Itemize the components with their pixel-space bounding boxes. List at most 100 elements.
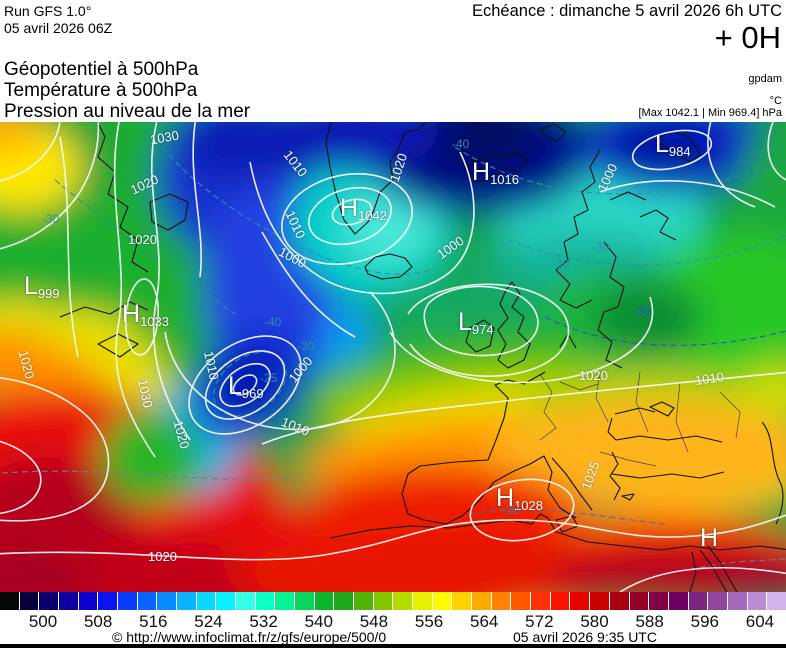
isobar-label: 1010 xyxy=(279,414,312,439)
scale-tick-label: 572 xyxy=(525,612,554,631)
color-scale-segment xyxy=(393,592,414,610)
color-scale-segment xyxy=(688,592,709,610)
isobar-label: 1010 xyxy=(280,147,311,180)
param-mslp: Pression au niveau de la mer xyxy=(4,101,251,122)
color-scale-segment xyxy=(413,592,433,610)
color-scale-segment xyxy=(196,592,217,610)
scale-tick-label: 604 xyxy=(745,612,775,631)
color-scale-segment xyxy=(19,592,40,610)
valid-time-label: Echéance : dimanche 5 avril 2026 6h UTC xyxy=(471,2,782,20)
model-run-label: Run GFS 1.0° xyxy=(4,3,92,19)
pressure-center-low: L984 xyxy=(655,130,691,159)
color-scale-segment xyxy=(452,592,473,610)
isobar-label: 1020 xyxy=(386,151,411,184)
isobar-label: 1020 xyxy=(170,418,193,451)
scale-tick-label: 540 xyxy=(304,612,333,631)
pressure-center-letter: H xyxy=(122,300,141,328)
unit-geopotential: gpdam xyxy=(748,73,782,85)
scale-tick-label: 580 xyxy=(580,612,609,631)
color-scale-segment xyxy=(629,592,650,610)
color-scale-segment xyxy=(570,592,591,610)
color-scale-segment xyxy=(157,592,178,610)
pressure-center-letter: L xyxy=(655,130,669,158)
model-run-date: 05 avril 2026 06Z xyxy=(4,20,113,36)
isobar-label: 1030 xyxy=(148,127,181,148)
color-scale-segment xyxy=(531,592,551,610)
pressure-center-value: 1033 xyxy=(140,314,169,329)
isobar-label: 1000 xyxy=(434,233,467,262)
pressure-center-value: 984 xyxy=(668,144,691,159)
color-scale-segment xyxy=(668,592,689,610)
temperature-label: -30 xyxy=(297,339,315,353)
isobar-label: 1030 xyxy=(135,377,156,410)
isobar-label: 1010 xyxy=(694,369,725,388)
pressure-center-letter: L xyxy=(228,372,242,400)
color-scale-segment xyxy=(767,592,786,610)
isobar-label: 1010 xyxy=(282,208,309,241)
color-scale-segment xyxy=(590,592,610,610)
scale-tick-label: 516 xyxy=(139,612,168,631)
temperature-label: -25 xyxy=(260,371,278,385)
color-scale-segment xyxy=(98,592,119,610)
pressure-center-letter: H xyxy=(472,158,491,186)
color-scale-segment xyxy=(255,592,276,610)
color-scale-labels: 500 508 516 524 532 540 548 556 564 572 580 588 596 6… xyxy=(0,610,786,632)
color-scale-segment xyxy=(727,592,748,610)
color-scale-segment xyxy=(511,592,532,610)
scale-tick-label: 556 xyxy=(414,612,444,631)
color-scale-segment xyxy=(373,592,394,610)
pressure-center-high: H1042 xyxy=(340,194,387,223)
color-scale-segment xyxy=(137,592,158,610)
pressure-center-value: 999 xyxy=(37,286,60,301)
temperature-label: -30 xyxy=(552,257,570,271)
isobar-label: 1000 xyxy=(594,161,621,194)
pressure-center-high: H1016 xyxy=(472,158,519,187)
scale-tick-label: 588 xyxy=(635,612,664,631)
pressure-center-high: H1028 xyxy=(496,484,543,513)
isobar-label: 1025 xyxy=(578,459,603,492)
color-scale-segment xyxy=(708,592,728,610)
parameter-list: Géopotentiel à 500hPa Température à 500h… xyxy=(4,59,250,122)
pressure-center-low: L969 xyxy=(228,372,264,401)
pressure-center-letter: L xyxy=(24,272,38,300)
pressure-center-value: 1028 xyxy=(514,498,543,513)
unit-temperature: °C xyxy=(769,95,782,107)
color-scale-segment xyxy=(78,592,99,610)
color-scale-segment xyxy=(491,592,512,610)
color-scale-segment xyxy=(649,592,669,610)
pressure-center-value: 969 xyxy=(241,386,264,401)
pressure-center-letter: H xyxy=(496,484,515,512)
pressure-center-value: 974 xyxy=(471,322,494,337)
scale-tick-label: 524 xyxy=(194,612,223,631)
pressure-center-letter: H xyxy=(340,194,359,222)
isobar-label: 1000 xyxy=(276,244,309,271)
temperature-label: -40 xyxy=(452,137,470,151)
forecast-step: + 0H xyxy=(714,20,781,55)
isobar-label: 1020 xyxy=(15,348,38,381)
color-scale-segment xyxy=(59,592,79,610)
pressure-center-low: L999 xyxy=(24,272,60,301)
color-scale-segment xyxy=(0,592,20,610)
color-scale-segment xyxy=(177,592,197,610)
scale-tick-label: 596 xyxy=(690,612,719,631)
color-scale-bar xyxy=(0,592,786,610)
color-scale-segment xyxy=(432,592,453,610)
temperature-label: -30 xyxy=(42,212,60,226)
generation-datetime: 05 avril 2026 9:35 UTC xyxy=(513,629,657,645)
isobar-label: 1000 xyxy=(285,353,316,386)
weather-map-svg xyxy=(0,122,786,592)
bottom-bar xyxy=(0,644,786,648)
map-annotations: L999 H1033 L969 H1042 L974 H1016 L984 H1028 H 103… xyxy=(0,122,786,592)
color-scale-segment xyxy=(334,592,355,610)
color-scale-segment xyxy=(747,592,768,610)
pressure-center-high: H xyxy=(700,524,718,553)
weather-map: L999 H1033 L969 H1042 L974 H1016 L984 H1028 H 103… xyxy=(0,122,786,592)
scale-tick-label: 532 xyxy=(249,612,278,631)
param-geopotential: Géopotentiel à 500hPa xyxy=(4,59,199,80)
scale-tick-label: 508 xyxy=(83,612,113,631)
color-scale-segment xyxy=(118,592,138,610)
isobar-label: 1020 xyxy=(579,368,608,383)
color-scale-segment xyxy=(216,592,237,610)
pressure-center-letter: L xyxy=(458,308,472,336)
isobar-label: 1020 xyxy=(148,549,177,564)
